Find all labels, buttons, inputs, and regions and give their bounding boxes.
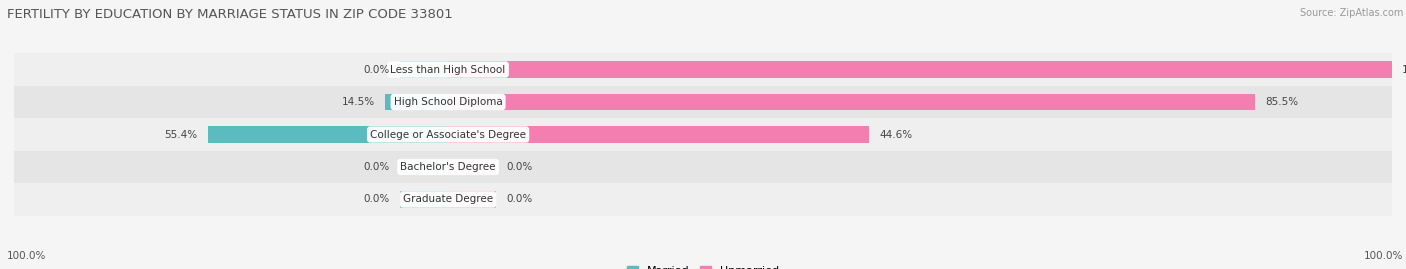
Bar xyxy=(449,158,496,175)
Bar xyxy=(14,183,1392,216)
Bar xyxy=(14,53,1392,86)
Text: 0.0%: 0.0% xyxy=(363,162,389,172)
Bar xyxy=(449,94,1256,111)
Text: 100.0%: 100.0% xyxy=(1402,65,1406,75)
Text: 55.4%: 55.4% xyxy=(165,129,197,140)
Bar xyxy=(449,61,1392,78)
Bar xyxy=(208,126,449,143)
Bar xyxy=(449,126,869,143)
Bar xyxy=(14,86,1392,118)
Text: Graduate Degree: Graduate Degree xyxy=(404,194,494,204)
Text: College or Associate's Degree: College or Associate's Degree xyxy=(370,129,526,140)
Bar xyxy=(399,191,449,208)
Bar xyxy=(449,191,496,208)
Text: FERTILITY BY EDUCATION BY MARRIAGE STATUS IN ZIP CODE 33801: FERTILITY BY EDUCATION BY MARRIAGE STATU… xyxy=(7,8,453,21)
Legend: Married, Unmarried: Married, Unmarried xyxy=(621,261,785,269)
Text: 44.6%: 44.6% xyxy=(879,129,912,140)
Text: High School Diploma: High School Diploma xyxy=(394,97,502,107)
Text: 0.0%: 0.0% xyxy=(363,65,389,75)
Text: 14.5%: 14.5% xyxy=(342,97,375,107)
Text: 0.0%: 0.0% xyxy=(506,194,533,204)
Bar xyxy=(399,158,449,175)
Text: 100.0%: 100.0% xyxy=(7,251,46,261)
Bar xyxy=(14,151,1392,183)
Text: 0.0%: 0.0% xyxy=(363,194,389,204)
Text: 85.5%: 85.5% xyxy=(1265,97,1299,107)
Bar xyxy=(399,61,449,78)
Text: 0.0%: 0.0% xyxy=(506,162,533,172)
Text: Source: ZipAtlas.com: Source: ZipAtlas.com xyxy=(1299,8,1403,18)
Bar xyxy=(14,118,1392,151)
Bar xyxy=(385,94,449,111)
Text: 100.0%: 100.0% xyxy=(1364,251,1403,261)
Text: Less than High School: Less than High School xyxy=(391,65,506,75)
Text: Bachelor's Degree: Bachelor's Degree xyxy=(401,162,496,172)
